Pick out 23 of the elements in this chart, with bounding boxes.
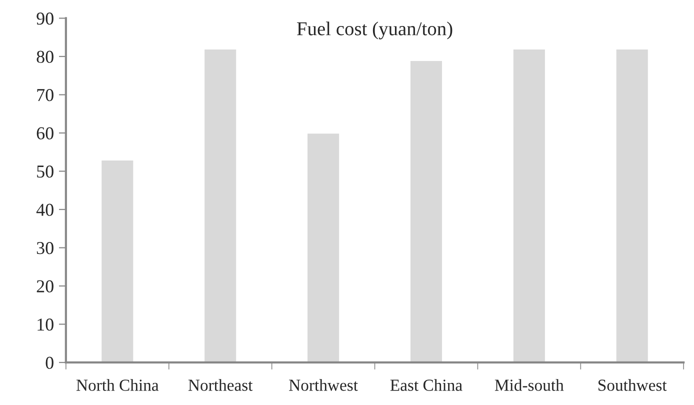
bar: [512, 48, 546, 362]
y-tick-label: 70: [37, 88, 54, 102]
bar: [203, 48, 238, 362]
y-tick-label: 50: [37, 165, 54, 178]
y-tick-label: 60: [36, 127, 54, 140]
bar: [614, 48, 650, 362]
x-tick-label: Northeast: [188, 379, 253, 391]
y-tick-label: 20: [36, 280, 54, 292]
bar: [306, 132, 340, 362]
y-tick-label: 0: [46, 356, 54, 369]
y-tick-label: 90: [36, 12, 54, 25]
y-tick-label: 80: [36, 50, 54, 63]
x-tick-label: Southwest: [598, 379, 667, 391]
bar: [409, 60, 444, 362]
y-tick-label: 30: [36, 242, 54, 254]
bar: [100, 159, 135, 362]
x-tick-label: Mid-south: [494, 379, 564, 391]
y-tick-label: 10: [38, 318, 54, 331]
x-tick-label: East China: [390, 379, 462, 391]
x-tick-label: North China: [76, 379, 159, 391]
chart-title: Fuel cost (yuan/ton): [297, 22, 452, 40]
y-tick-label: 40: [36, 204, 54, 216]
x-tick-label: Northwest: [289, 379, 358, 391]
